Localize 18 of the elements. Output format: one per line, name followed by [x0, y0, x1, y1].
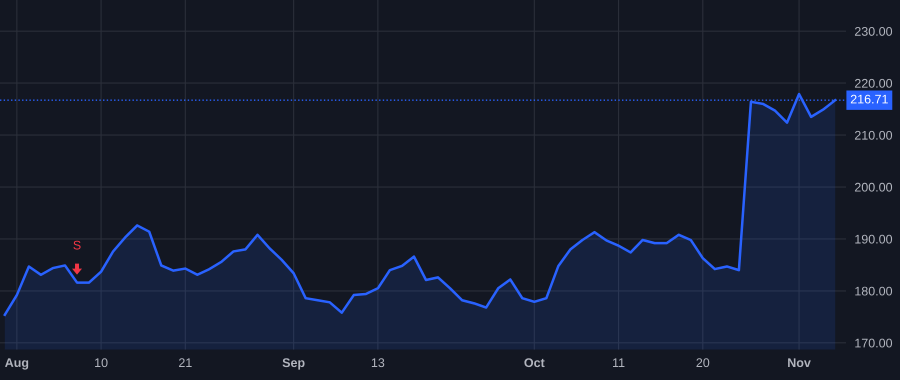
- y-tick-label: 180.00: [855, 286, 892, 296]
- x-tick-label: Oct: [524, 358, 545, 368]
- x-tick-label: Nov: [788, 358, 811, 368]
- y-tick-label: 170.00: [855, 338, 892, 348]
- x-tick-label: 11: [613, 358, 624, 367]
- x-tick-label: 10: [95, 358, 108, 368]
- annotation: S: [73, 240, 81, 250]
- x-tick-label: 20: [696, 358, 710, 368]
- x-tick-label: 13: [372, 358, 384, 368]
- ref-line-label: 216.71: [850, 94, 888, 104]
- y-tick-label: 210.00: [854, 130, 892, 140]
- y-tick-label: 220.00: [854, 78, 892, 88]
- y-tick-label: 190.00: [855, 234, 892, 244]
- x-tick-label: 21: [179, 358, 192, 367]
- y-tick-label: 230.00: [854, 26, 892, 36]
- x-tick-label: Aug: [5, 358, 28, 370]
- x-tick-label: Sep: [282, 358, 305, 370]
- y-tick-label: 200.00: [854, 182, 892, 192]
